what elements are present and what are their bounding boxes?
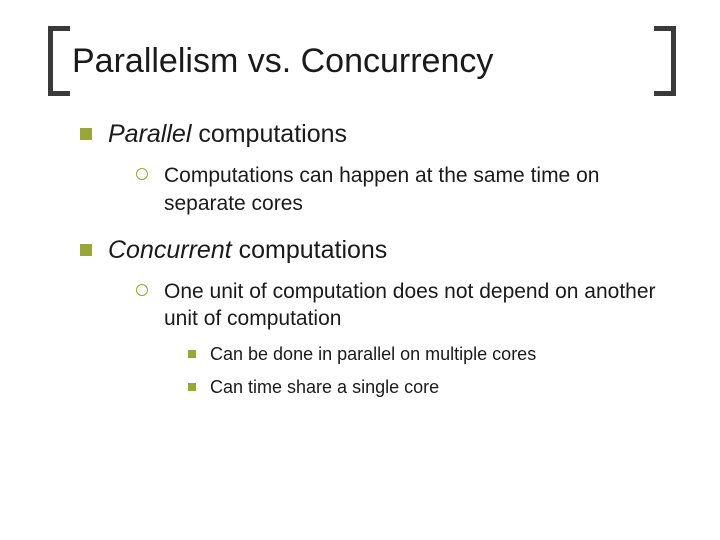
square-bullet-icon <box>80 128 92 140</box>
title-container: Parallelism vs. Concurrency <box>72 40 660 83</box>
square-bullet-small-icon <box>188 383 196 391</box>
lvl1-text: Concurrent computations <box>108 235 387 266</box>
italic-term: Concurrent <box>108 236 232 264</box>
lvl1-rest: computations <box>191 120 347 148</box>
bracket-right-icon <box>654 26 676 96</box>
lvl2-text: Computations can happen at the same time… <box>164 162 660 217</box>
square-bullet-icon <box>80 244 92 256</box>
list-item: Can be done in parallel on multiple core… <box>80 343 660 366</box>
lvl1-text: Parallel computations <box>108 119 347 150</box>
circle-bullet-icon <box>136 284 148 296</box>
circle-bullet-icon <box>136 168 148 180</box>
lvl3-text: Can be done in parallel on multiple core… <box>210 343 536 366</box>
slide-content: Parallel computations Computations can h… <box>60 119 660 399</box>
square-bullet-small-icon <box>188 350 196 358</box>
list-item: Can time share a single core <box>80 376 660 399</box>
lvl1-rest: computations <box>232 236 388 264</box>
lvl2-text: One unit of computation does not depend … <box>164 278 660 333</box>
list-item: One unit of computation does not depend … <box>80 278 660 333</box>
list-item: Computations can happen at the same time… <box>80 162 660 217</box>
list-item: Concurrent computations <box>80 235 660 266</box>
italic-term: Parallel <box>108 120 191 148</box>
slide-title: Parallelism vs. Concurrency <box>72 40 660 83</box>
slide: Parallelism vs. Concurrency Parallel com… <box>0 0 720 540</box>
lvl3-text: Can time share a single core <box>210 376 439 399</box>
bracket-left-icon <box>48 26 70 96</box>
list-item: Parallel computations <box>80 119 660 150</box>
